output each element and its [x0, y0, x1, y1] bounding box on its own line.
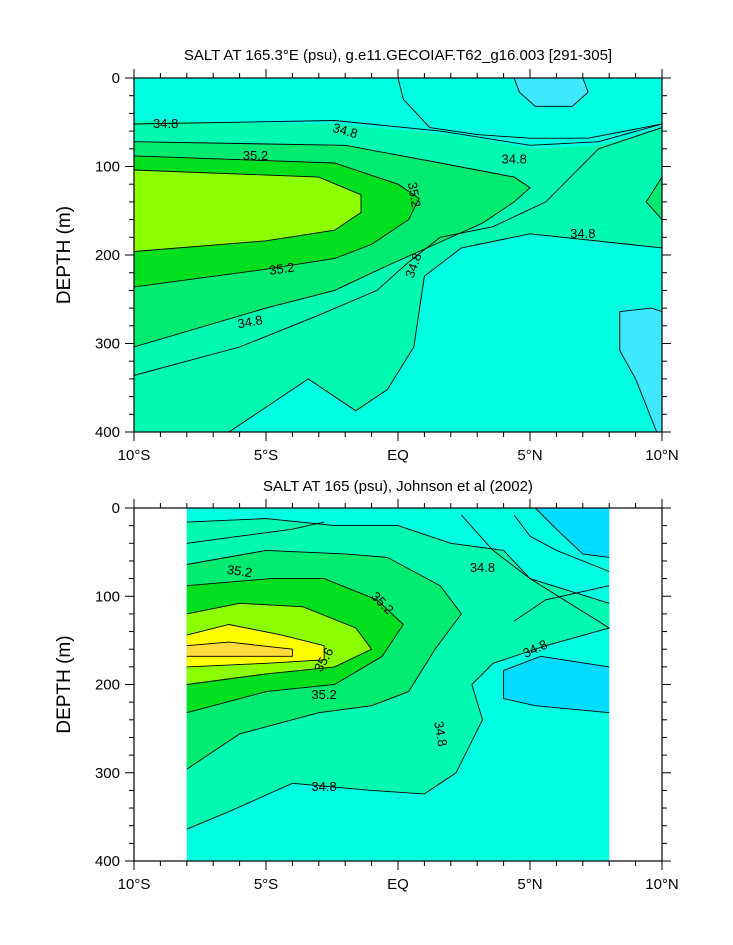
x-tick-label: 10°S	[118, 447, 151, 464]
y-axis-label: DEPTH (m)	[54, 206, 75, 304]
contour-east-lens	[645, 176, 662, 220]
contour-34-6-ne-b	[461, 514, 610, 604]
contour-label-34-8-b: 34.8	[331, 120, 359, 141]
chart-title: SALT AT 165.3°E (psu), g.e11.GECOIAF.T62…	[184, 47, 612, 64]
x-tick-label: 10°N	[645, 876, 679, 893]
x-tick-label: 5°S	[254, 876, 278, 893]
contour-34-8-east	[228, 233, 662, 432]
x-tick-label: 10°N	[645, 447, 679, 464]
x-tick-label: EQ	[387, 876, 409, 893]
contour-35-4-core	[134, 169, 362, 252]
contour-34-8-lower	[186, 521, 325, 544]
x-tick-label: 5°N	[517, 876, 542, 893]
y-tick-label: 0	[112, 70, 120, 87]
contour-label-34-8-d: 34.8	[570, 226, 595, 241]
contour-34-6-east-loop	[619, 307, 662, 313]
plot-area: 34.8 34.834.834.834.835.235.235.2 34.8	[134, 78, 662, 432]
contour-35-0	[186, 549, 462, 770]
contour-34-6-top	[397, 78, 662, 139]
contour-label-34-8-d: 34.8	[311, 779, 336, 794]
y-tick-label: 400	[95, 853, 120, 870]
contour-34-6-ne-c	[513, 585, 610, 622]
chart-title: SALT AT 165 (psu), Johnson et al (2002)	[263, 478, 533, 495]
east-salinity-lens	[646, 177, 662, 220]
y-tick-label: 0	[112, 500, 120, 517]
contour-label-35-2-a: 35.2	[243, 148, 268, 163]
low-salinity-region-east	[503, 585, 610, 713]
high-salinity-core	[134, 170, 361, 252]
contour-34-6-east-loop-lower	[619, 311, 658, 432]
contour-label-34-8-a: 34.8	[470, 560, 495, 575]
contour-label-34-8-a: 34.8	[153, 116, 178, 131]
contour-35-2-outer	[134, 155, 420, 288]
contour-34-6-north-loop	[513, 78, 589, 107]
contour-34-6-east	[503, 655, 610, 714]
contour-label-34-8-e: 34.8	[236, 312, 264, 331]
contour-35-2	[186, 578, 404, 714]
y-tick-label: 100	[95, 159, 120, 176]
low-salinity-region-northeast	[535, 508, 610, 558]
contour-35-8	[186, 641, 293, 657]
contour-label-34-8-c: 34.8	[431, 720, 450, 748]
x-tick-label: 10°S	[118, 876, 151, 893]
contour-35-0-top	[134, 141, 531, 348]
y-tick-label: 300	[95, 765, 120, 782]
contour-34-6-ne-a	[513, 514, 610, 572]
x-tick-label: 5°N	[517, 447, 542, 464]
high-salinity-core	[186, 642, 293, 657]
contour-35-6	[186, 624, 325, 668]
contour-label-35-2-c: 35.2	[311, 687, 336, 702]
panel-1: 34.8 34.834.834.834.835.235.235.2 34.8SALT…	[54, 47, 679, 464]
low-salinity-region-east	[619, 308, 662, 432]
contour-34-8-top	[134, 120, 662, 146]
x-tick-label: EQ	[387, 447, 409, 464]
contour-34-8-main	[186, 518, 611, 830]
contour-label-35-2-b: 35.2	[405, 181, 424, 209]
low-salinity-region-north	[514, 78, 589, 107]
y-axis-label: DEPTH (m)	[54, 635, 75, 733]
contour-34-4-ne	[534, 508, 610, 558]
y-tick-label: 200	[95, 677, 120, 694]
y-tick-label: 100	[95, 588, 120, 605]
contour-35-4	[186, 602, 373, 685]
contour-label-34-8-c: 34.8	[502, 151, 527, 166]
y-tick-label: 200	[95, 247, 120, 264]
contour-label-35-2-c: 35.2	[268, 259, 295, 277]
plot-area: 35.235.235.635.234.834.834.834.8	[186, 508, 611, 861]
y-tick-label: 300	[95, 336, 120, 353]
contour-34-8-lower	[134, 127, 662, 376]
x-tick-label: 5°S	[254, 447, 278, 464]
y-tick-label: 400	[95, 424, 120, 441]
contour-label-35-2-a: 35.2	[226, 562, 253, 580]
